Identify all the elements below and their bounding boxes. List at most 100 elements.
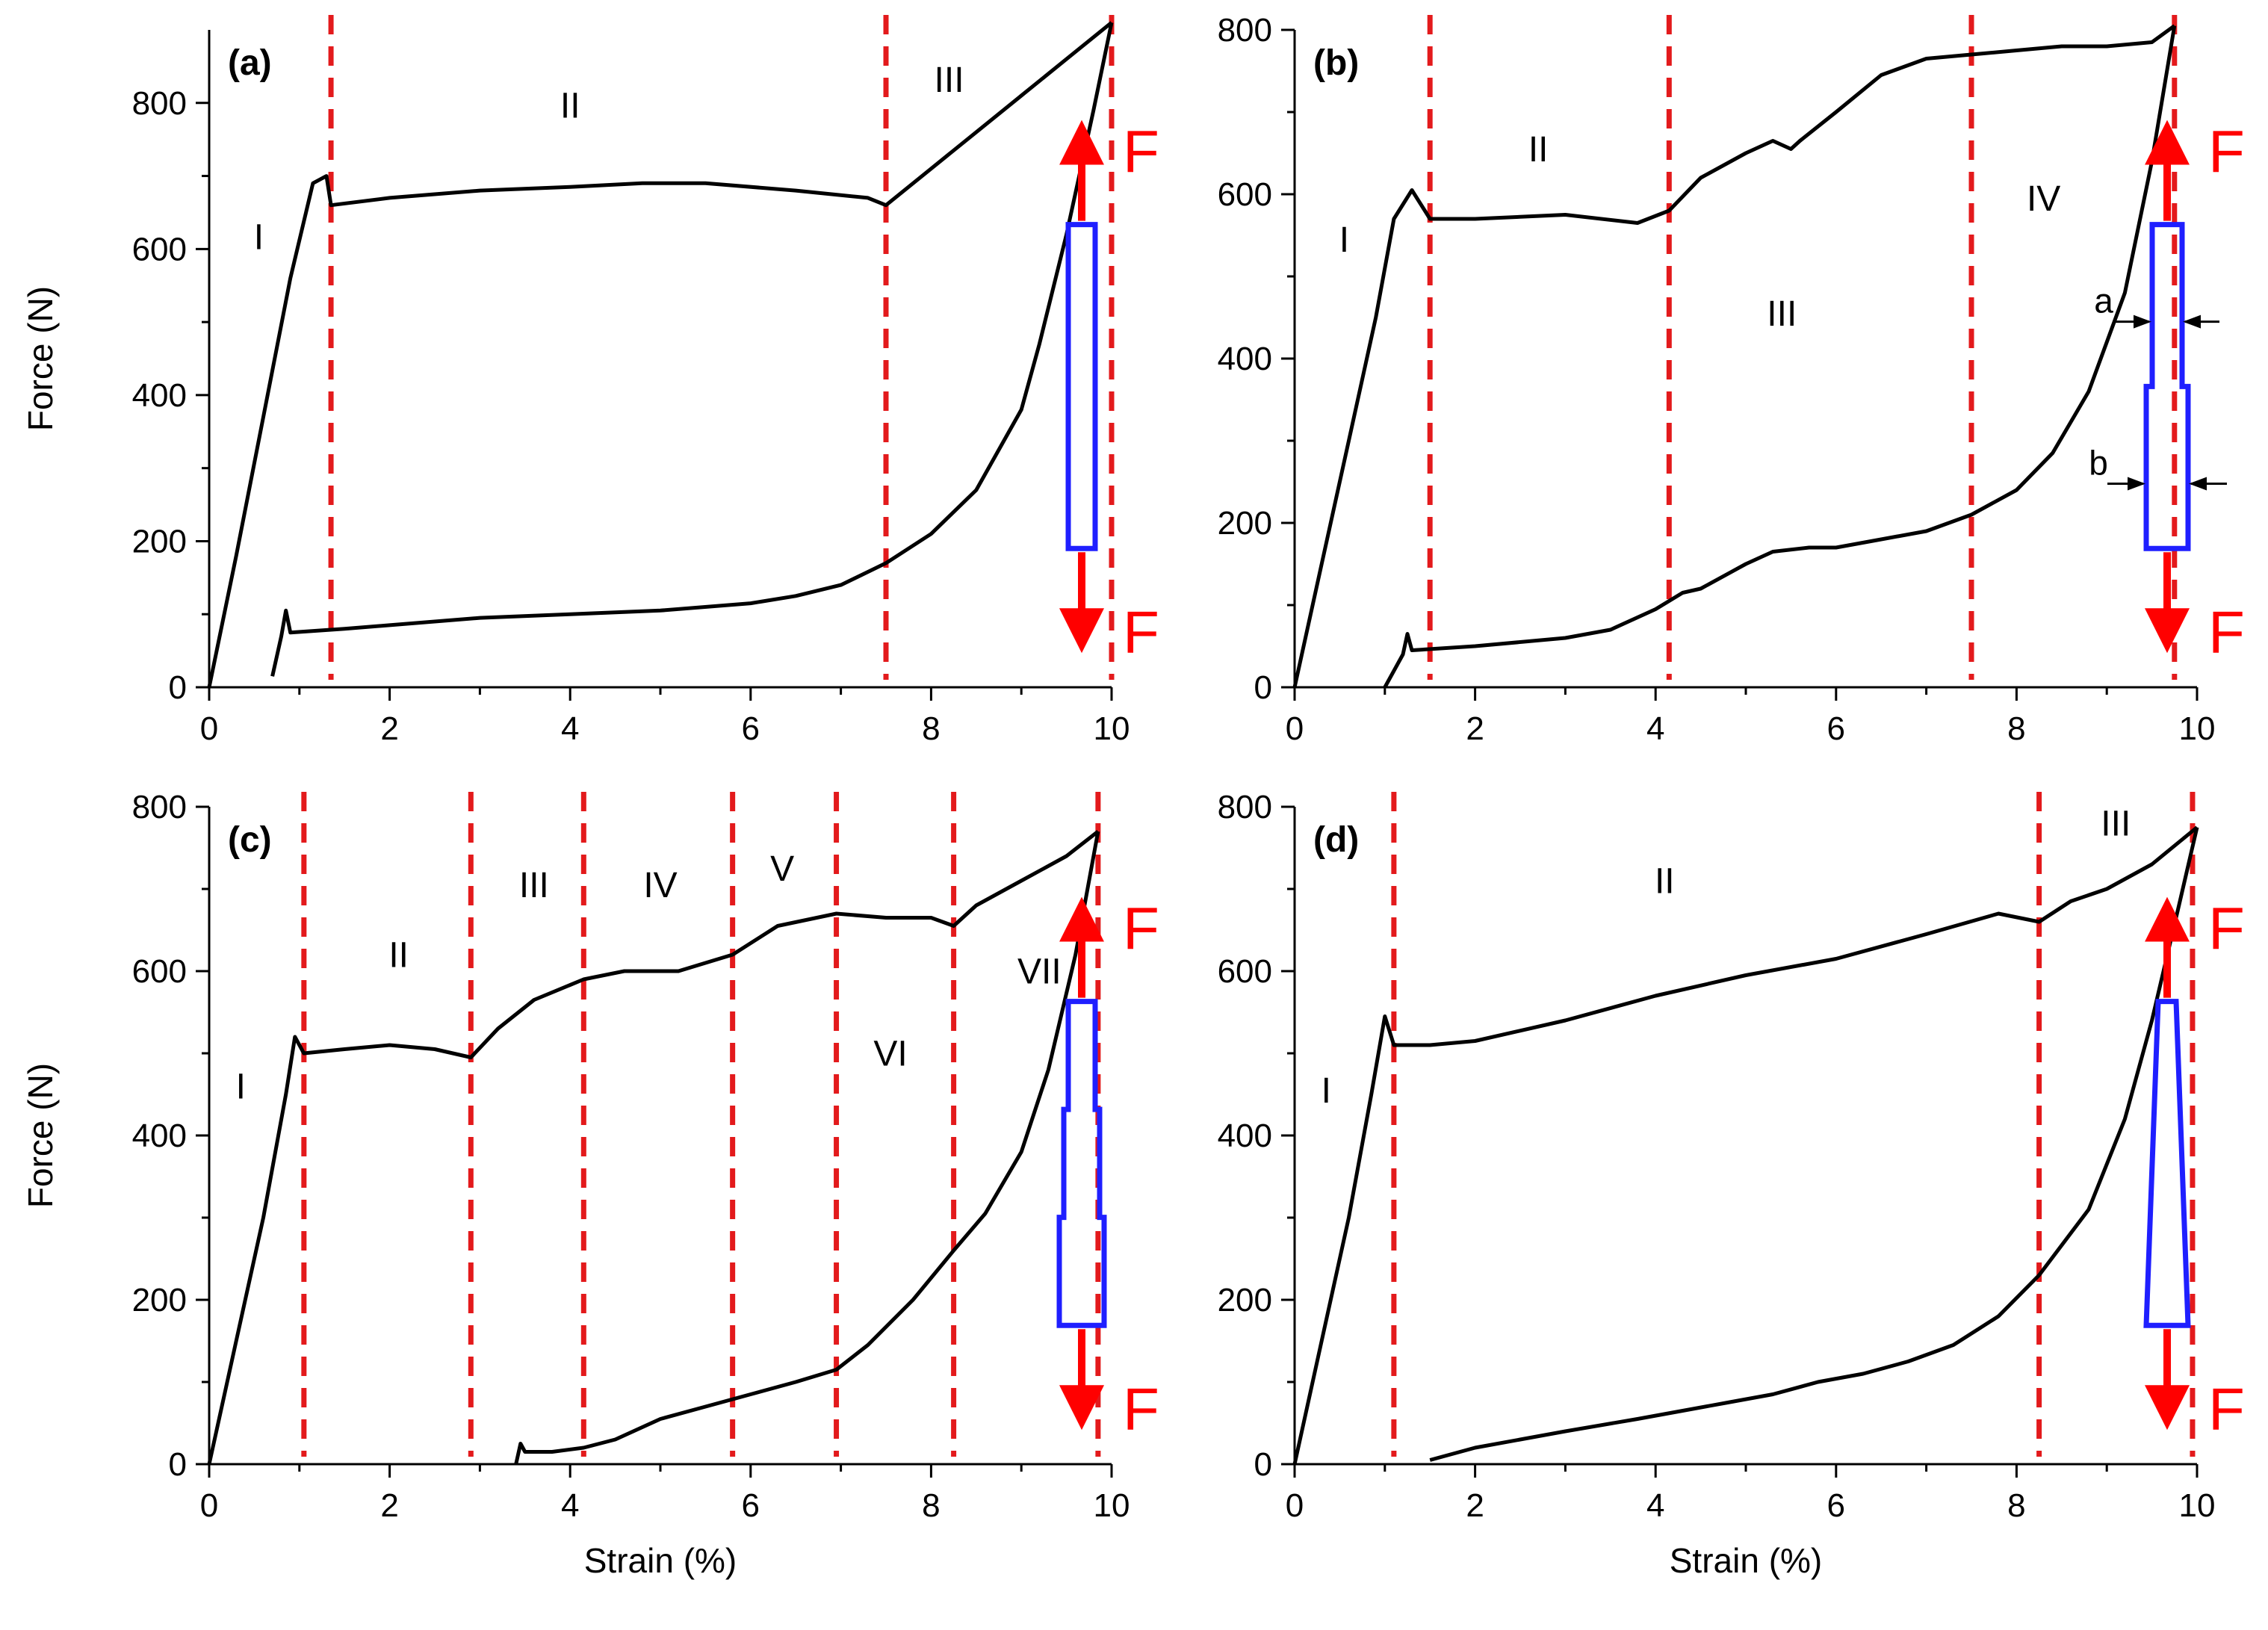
series-unloading [514,831,1100,1465]
y-tick-label: 400 [132,377,187,414]
specimen-shape [2143,999,2191,1328]
panel-label: (b) [1313,43,1359,83]
x-tick-label: 0 [200,1487,218,1524]
region-label: V [770,849,794,889]
x-axis-title: Strain (%) [584,1541,737,1580]
y-tick-label: 600 [1218,176,1272,213]
specimen-inset: FF [1059,119,1159,666]
series-unloading [270,22,1114,677]
x-tick-label: 8 [2007,1487,2025,1524]
series-loading [1292,825,2199,1465]
y-tick-label: 200 [132,1282,187,1318]
x-tick-label: 8 [2007,710,2025,747]
panel-c: 0 2 4 6 8 10 0 200 400 600 800 Force (N) Strain (%) (… [21,789,1159,1580]
x-tick-label: 6 [742,710,760,747]
y-tick-label: 800 [132,85,187,122]
region-label: III [2101,805,2131,844]
x-tick-label: 6 [742,1487,760,1524]
specimen-shape [2143,222,2191,551]
region-label: I [236,1067,246,1107]
x-tick-label: 6 [1827,710,1845,747]
y-tick-label: 200 [1218,1282,1272,1318]
region-label: II [560,86,580,125]
x-tick-label: 4 [561,710,579,747]
x-tick-label: 10 [2179,1487,2216,1524]
series-unloading [1429,826,2199,1462]
y-tick-label: 0 [1254,669,1272,706]
y-tick-label: 600 [132,231,187,267]
x-tick-label: 2 [380,1487,398,1524]
x-tick-label: 0 [200,710,218,747]
specimen-shape [1065,222,1098,551]
region-label: III [1767,294,1797,334]
x-tick-label: 10 [2179,710,2216,747]
specimen-inset: FF [2143,896,2245,1442]
region-label: I [1339,220,1349,260]
y-tick-label: 0 [1254,1446,1272,1483]
y-axis-title: Force (N) [21,286,60,431]
series-loading [1292,24,2176,688]
x-tick-label: 8 [922,1487,940,1524]
y-tick-label: 0 [169,669,187,706]
y-axis-title: Force (N) [21,1063,60,1208]
force-label-top: F [1123,896,1159,962]
x-tick-label: 8 [922,710,940,747]
region-label: I [1322,1071,1331,1111]
dim-label-a: a [2094,282,2113,320]
region-label: III [935,61,964,100]
x-tick-label: 4 [1646,710,1664,747]
x-axis-title: Strain (%) [1670,1541,1822,1580]
region-label: VI [873,1035,907,1074]
y-tick-label: 600 [132,953,187,990]
region-label: IV [2027,179,2060,219]
region-label: II [1528,130,1549,170]
y-tick-label: 200 [1218,505,1272,542]
x-tick-label: 0 [1286,710,1304,747]
region-label: IV [643,866,677,905]
y-tick-label: 800 [1218,12,1272,49]
region-label: II [388,936,409,976]
series-loading [207,21,1113,688]
specimen-shape [1056,999,1107,1328]
force-label-top: F [2208,896,2245,962]
x-tick-label: 6 [1827,1487,1845,1524]
force-label-bottom: F [1123,1376,1159,1442]
y-tick-label: 200 [132,523,187,560]
region-label: VII [1017,952,1062,992]
region-label: II [1655,862,1675,902]
force-label-bottom: F [2208,599,2245,666]
x-tick-label: 4 [1646,1487,1664,1524]
dim-label-b: b [2089,443,2108,482]
x-tick-label: 2 [1466,710,1484,747]
x-tick-label: 10 [1094,710,1130,747]
series-unloading [1383,25,2177,689]
force-label-bottom: F [1123,599,1159,666]
x-tick-label: 2 [1466,1487,1484,1524]
series-loading [207,830,1100,1465]
y-tick-label: 800 [1218,789,1272,825]
specimen-inset: F Fa b [2089,119,2245,666]
x-tick-label: 0 [1286,1487,1304,1524]
specimen-inset: FF [1056,896,1159,1442]
region-label: III [519,866,549,905]
x-tick-label: 4 [561,1487,579,1524]
y-tick-label: 400 [1218,1118,1272,1154]
x-tick-label: 10 [1094,1487,1130,1524]
region-label: I [254,217,264,257]
panel-label: (d) [1313,820,1359,860]
y-tick-label: 600 [1218,953,1272,990]
y-tick-label: 400 [132,1118,187,1154]
force-label-bottom: F [2208,1376,2245,1442]
force-label-top: F [1123,119,1159,185]
force-label-top: F [2208,119,2245,185]
panel-label: (a) [228,43,272,83]
y-tick-label: 0 [169,1446,187,1483]
y-tick-label: 800 [132,789,187,825]
y-tick-label: 400 [1218,341,1272,377]
x-tick-label: 2 [380,710,398,747]
